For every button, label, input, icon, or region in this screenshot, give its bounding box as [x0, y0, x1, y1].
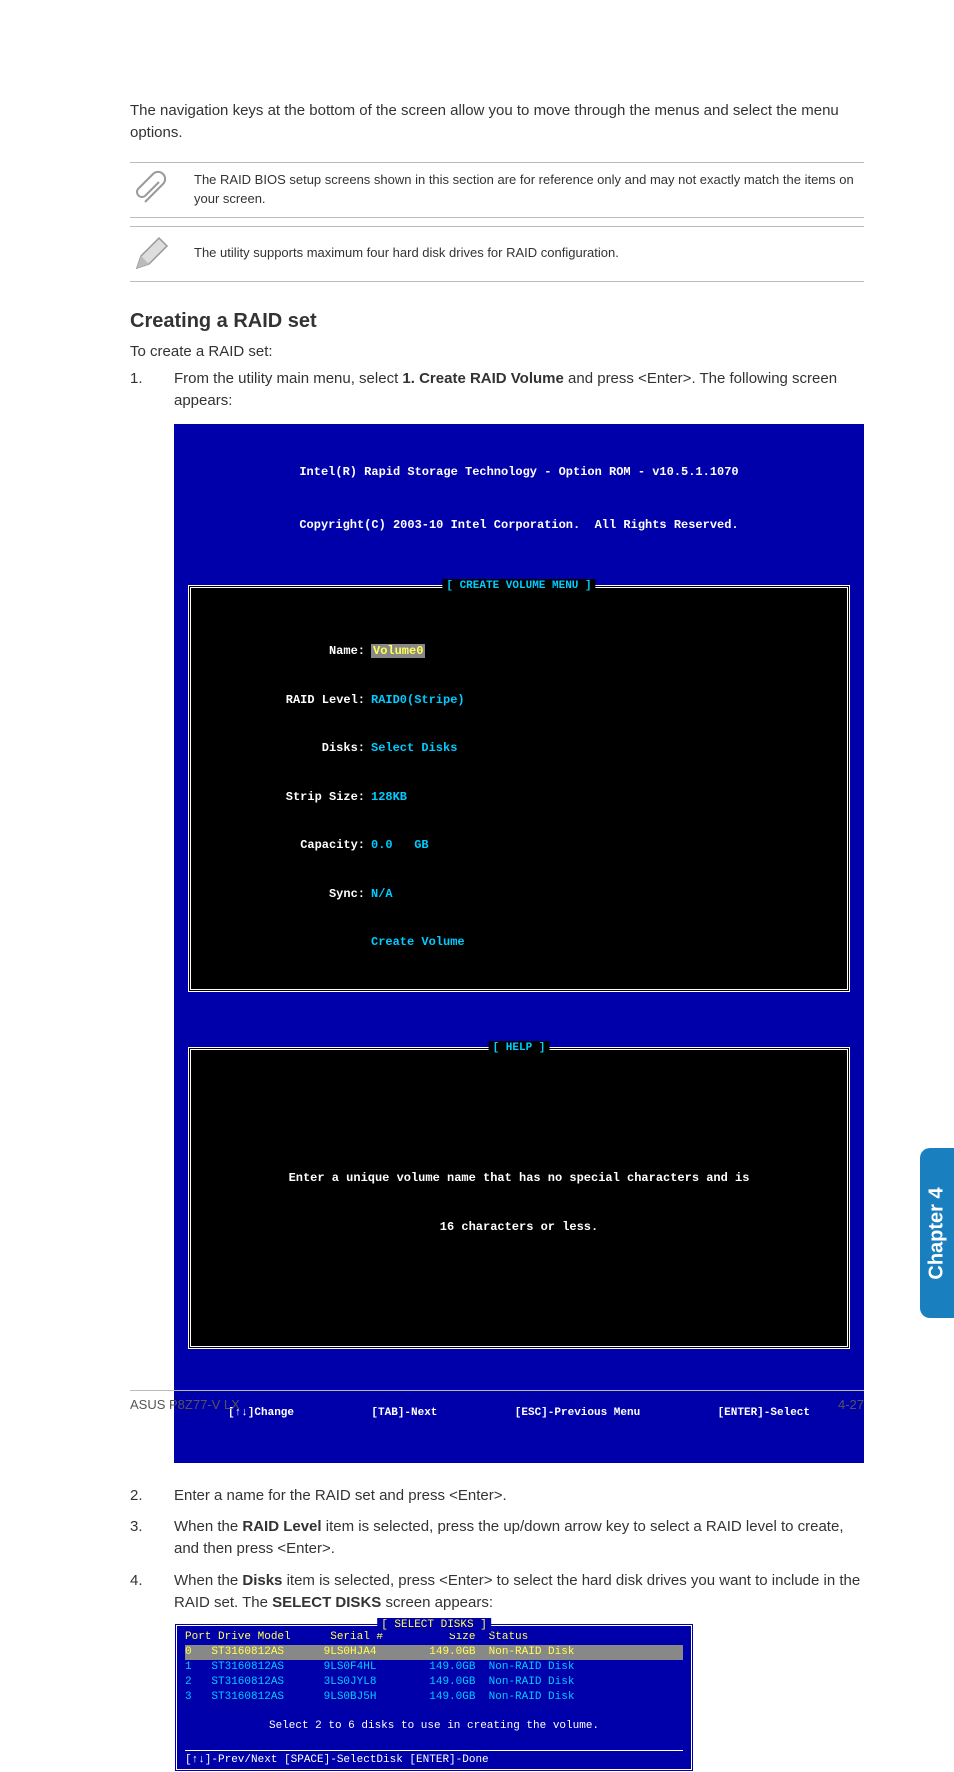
- step-number: 3.: [130, 1516, 146, 1560]
- help-panel: [ HELP ] Enter a unique volume name that…: [188, 1047, 850, 1349]
- select-disks-title: [ SELECT DISKS ]: [377, 1618, 491, 1633]
- bios-create-volume-screen: Intel(R) Rapid Storage Technology - Opti…: [174, 424, 864, 1463]
- strip-size-label: Strip Size:: [201, 789, 371, 805]
- sync-value: N/A: [371, 886, 393, 902]
- capacity-value[interactable]: 0.0 GB: [371, 837, 429, 853]
- strip-size-value[interactable]: 128KB: [371, 789, 407, 805]
- pencil-icon: [130, 233, 172, 275]
- preface-text: To create a RAID set:: [130, 341, 864, 363]
- name-value[interactable]: Volume0: [371, 644, 425, 658]
- step-number: 4.: [130, 1570, 146, 1772]
- step-4: 4. When the Disks item is selected, pres…: [130, 1570, 864, 1772]
- note-text-1: The RAID BIOS setup screens shown in thi…: [194, 171, 864, 207]
- disk-row[interactable]: 1 ST3160812AS 9LS0F4HL 149.0GB Non-RAID …: [185, 1660, 683, 1675]
- raid-level-value[interactable]: RAID0(Stripe): [371, 692, 465, 708]
- paperclip-icon: [130, 169, 172, 211]
- select-disks-panel: [ SELECT DISKS ] Port Drive Model Serial…: [174, 1623, 694, 1772]
- bios-title1: Intel(R) Rapid Storage Technology - Opti…: [188, 464, 850, 480]
- disk-row[interactable]: 3 ST3160812AS 9LS0BJ5H 149.0GB Non-RAID …: [185, 1690, 683, 1705]
- step4-pre: When the: [174, 1572, 242, 1589]
- help-line-2: 16 characters or less.: [211, 1219, 827, 1235]
- disk-row[interactable]: 2 ST3160812AS 3LS0JYL8 149.0GB Non-RAID …: [185, 1675, 683, 1690]
- step4-bold1: Disks: [242, 1572, 282, 1589]
- create-volume-action[interactable]: Create Volume: [371, 934, 465, 950]
- help-panel-title: [ HELP ]: [489, 1041, 550, 1056]
- step1-pre: From the utility main menu, select: [174, 370, 402, 387]
- note-block-utility: The utility supports maximum four hard d…: [130, 226, 864, 282]
- step4-bold2: SELECT DISKS: [272, 1594, 381, 1611]
- note-text-2: The utility supports maximum four hard d…: [194, 244, 619, 262]
- disks-label: Disks:: [201, 740, 371, 756]
- page-footer: ASUS P8Z77-V LX 4-27: [130, 1390, 864, 1412]
- note-block-bios: The RAID BIOS setup screens shown in thi…: [130, 162, 864, 218]
- sync-label: Sync:: [201, 886, 371, 902]
- step-1: 1. From the utility main menu, select 1.…: [130, 368, 864, 1474]
- intro-text: The navigation keys at the bottom of the…: [130, 100, 864, 144]
- chapter-tab: Chapter 4: [920, 1148, 954, 1318]
- disk-row[interactable]: 0 ST3160812AS 9LS0HJA4 149.0GB Non-RAID …: [185, 1645, 683, 1660]
- chapter-tab-label: Chapter 4: [926, 1187, 949, 1279]
- disks-note: Select 2 to 6 disks to use in creating t…: [185, 1705, 683, 1748]
- step-number: 1.: [130, 368, 146, 1474]
- disks-value[interactable]: Select Disks: [371, 740, 457, 756]
- steps-list: 1. From the utility main menu, select 1.…: [130, 368, 864, 1772]
- capacity-label: Capacity:: [201, 837, 371, 853]
- step4-post: screen appears:: [381, 1594, 493, 1611]
- step-2: 2. Enter a name for the RAID set and pre…: [130, 1485, 864, 1507]
- name-label: Name:: [201, 643, 371, 659]
- step3-bold: RAID Level: [242, 1518, 321, 1535]
- help-line-1: Enter a unique volume name that has no s…: [211, 1170, 827, 1186]
- step-number: 2.: [130, 1485, 146, 1507]
- create-volume-panel: [ CREATE VOLUME MENU ] Name:Volume0 RAID…: [188, 585, 850, 992]
- select-disks-screen: [ SELECT DISKS ] Port Drive Model Serial…: [174, 1623, 694, 1772]
- step-3: 3. When the RAID Level item is selected,…: [130, 1516, 864, 1560]
- raid-level-label: RAID Level:: [201, 692, 371, 708]
- footer-page-number: 4-27: [838, 1397, 864, 1412]
- create-volume-panel-title: [ CREATE VOLUME MENU ]: [442, 579, 595, 594]
- section-heading: Creating a RAID set: [130, 310, 864, 333]
- step3-pre: When the: [174, 1518, 242, 1535]
- disks-footer-keys: [↑↓]-Prev/Next [SPACE]-SelectDisk [ENTER…: [185, 1750, 683, 1768]
- bios-title2: Copyright(C) 2003-10 Intel Corporation. …: [188, 517, 850, 533]
- step2-text: Enter a name for the RAID set and press …: [174, 1485, 864, 1507]
- step1-bold: 1. Create RAID Volume: [402, 370, 563, 387]
- footer-product: ASUS P8Z77-V LX: [130, 1397, 240, 1412]
